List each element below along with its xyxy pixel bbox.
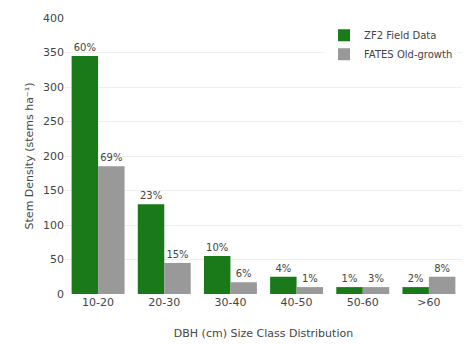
svg-text:6%: 6% [236,268,252,279]
svg-text:150: 150 [43,184,64,197]
svg-text:60%: 60% [74,42,96,53]
svg-text:ZF2 Field Data: ZF2 Field Data [364,30,436,41]
svg-text:30-40: 30-40 [214,296,246,309]
svg-text:2%: 2% [408,273,424,284]
svg-text:40-50: 40-50 [281,296,313,309]
svg-text:69%: 69% [100,152,122,163]
svg-text:350: 350 [43,46,64,59]
svg-text:>60: >60 [417,296,440,309]
svg-text:400: 400 [43,12,64,25]
svg-text:3%: 3% [368,273,384,284]
svg-text:250: 250 [43,115,64,128]
svg-text:4%: 4% [275,263,291,274]
svg-text:8%: 8% [434,263,450,274]
svg-text:23%: 23% [140,190,162,201]
svg-text:15%: 15% [166,249,188,260]
svg-text:0: 0 [57,288,64,301]
svg-text:20-30: 20-30 [148,296,180,309]
svg-text:10%: 10% [206,242,228,253]
svg-text:1%: 1% [342,273,358,284]
svg-text:FATES Old-growth: FATES Old-growth [364,49,452,60]
svg-text:1%: 1% [302,273,318,284]
svg-text:50: 50 [50,253,64,266]
svg-text:100: 100 [43,219,64,232]
svg-text:Stem Density (stems ha⁻¹): Stem Density (stems ha⁻¹) [23,83,36,230]
svg-text:DBH (cm) Size Class Distributi: DBH (cm) Size Class Distribution [174,327,353,340]
svg-text:10-20: 10-20 [82,296,114,309]
svg-text:50-60: 50-60 [347,296,379,309]
svg-text:300: 300 [43,81,64,94]
svg-text:200: 200 [43,150,64,163]
